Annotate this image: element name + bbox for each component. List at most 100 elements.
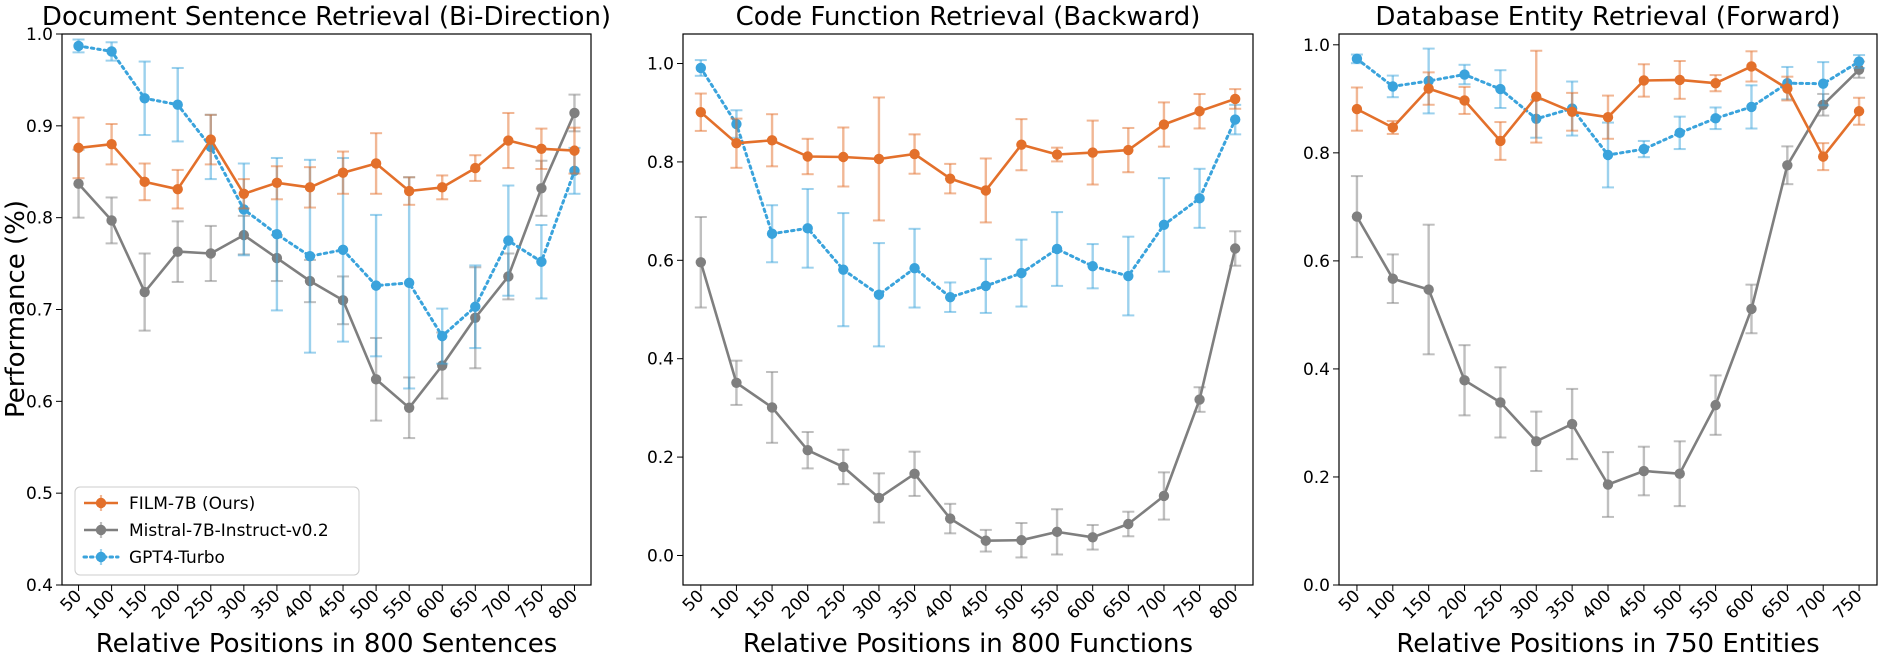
series-mistral-7b-instruct-v0-2 [694, 216, 1242, 559]
series-film-7b-ours- [72, 111, 581, 210]
data-point [403, 185, 415, 197]
x-tick-label: 350 [1543, 586, 1580, 623]
data-point [1229, 243, 1241, 254]
x-tick-label: 350 [885, 586, 922, 623]
legend-marker [95, 551, 107, 563]
data-point [1459, 95, 1470, 106]
data-point [1459, 69, 1470, 80]
y-tick-label: 0.0 [1303, 576, 1330, 596]
data-point [1782, 83, 1793, 94]
x-tick-label: 100 [82, 586, 119, 623]
data-point [1194, 106, 1205, 117]
data-point [1051, 243, 1063, 255]
series-line [78, 138, 575, 196]
y-tick-label: 0.7 [26, 301, 53, 321]
data-point [1087, 532, 1098, 543]
data-point [802, 445, 813, 456]
data-point [106, 139, 117, 150]
data-point [1746, 61, 1757, 72]
data-point [1746, 303, 1757, 315]
data-point [1638, 465, 1650, 477]
data-point [1602, 111, 1614, 123]
data-point [1495, 397, 1506, 408]
data-point [569, 107, 580, 119]
x-tick-label: 400 [921, 586, 958, 623]
data-point [1158, 490, 1170, 502]
y-tick-label: 0.6 [647, 251, 674, 271]
legend-label: Mistral-7B-Instruct-v0.2 [129, 521, 329, 541]
series-film-7b-ours- [694, 88, 1242, 224]
data-point [873, 153, 885, 165]
y-tick-label: 1.0 [1303, 36, 1330, 56]
x-tick-label: 550 [1028, 586, 1065, 623]
y-tick-label: 1.0 [647, 55, 674, 75]
y-tick-label: 0.8 [647, 153, 674, 173]
series-line [699, 97, 1236, 192]
y-tick-label: 0.8 [1303, 144, 1330, 164]
data-point [1351, 53, 1363, 65]
legend-label: GPT4-Turbo [129, 548, 225, 568]
data-point [1566, 418, 1578, 430]
x-tick-label: 800 [1206, 586, 1243, 623]
x-tick-label: 750 [1830, 586, 1867, 623]
x-tick-label: 200 [148, 586, 185, 623]
y-tick-label: 0.4 [1303, 360, 1330, 380]
data-point [873, 289, 885, 300]
data-point [838, 151, 849, 163]
y-axis-label: Performance (%) [1, 200, 31, 418]
data-point [695, 62, 707, 74]
data-point [1016, 535, 1027, 546]
y-tick-label: 0.5 [26, 484, 53, 504]
data-point [944, 513, 956, 524]
y-tick-label: 0.4 [647, 350, 674, 370]
data-point [1638, 143, 1650, 155]
x-tick-label: 50 [1335, 586, 1364, 615]
x-tick-label: 50 [679, 586, 708, 615]
data-point [1782, 160, 1793, 171]
data-point [1087, 147, 1098, 158]
data-point [1387, 273, 1399, 284]
data-point [370, 374, 382, 385]
y-tick-label: 1.0 [26, 25, 53, 45]
data-point [470, 162, 481, 174]
data-point [1531, 91, 1542, 102]
data-point [403, 402, 415, 413]
data-point [139, 176, 150, 188]
data-point [470, 301, 481, 312]
data-point [1123, 518, 1134, 530]
data-point [337, 244, 349, 256]
data-point [1495, 83, 1506, 95]
data-point [1853, 106, 1865, 117]
plot-frame [682, 33, 1254, 586]
x-tick-label: 450 [1614, 586, 1651, 623]
data-point [980, 535, 992, 546]
data-point [909, 262, 920, 274]
legend: FILM-7B (Ours) Mistral-7B-Instruct-v0.2 GP… [74, 486, 360, 576]
data-point [1158, 219, 1170, 231]
data-point [1229, 114, 1241, 125]
data-point [873, 492, 885, 504]
data-point [1016, 267, 1027, 279]
data-point [1351, 103, 1363, 115]
data-point [205, 134, 216, 145]
data-point [944, 292, 956, 303]
chart-title: Document Sentence Retrieval (Bi-Directio… [42, 2, 611, 32]
x-tick-label: 150 [115, 586, 152, 623]
data-point [1194, 193, 1205, 204]
data-point [536, 183, 547, 194]
data-point [536, 256, 547, 267]
x-tick-label: 700 [1794, 586, 1831, 623]
series-gpt4-turbo [72, 38, 581, 390]
data-point [172, 183, 183, 195]
data-point [73, 178, 84, 189]
data-point [766, 135, 778, 146]
data-point [1566, 106, 1578, 117]
x-tick-label: 300 [1507, 586, 1544, 623]
data-point [437, 182, 448, 193]
data-point [503, 135, 514, 146]
x-tick-label: 800 [545, 586, 582, 623]
x-tick-label: 750 [512, 586, 549, 623]
data-point [695, 257, 707, 268]
data-point [238, 188, 250, 199]
